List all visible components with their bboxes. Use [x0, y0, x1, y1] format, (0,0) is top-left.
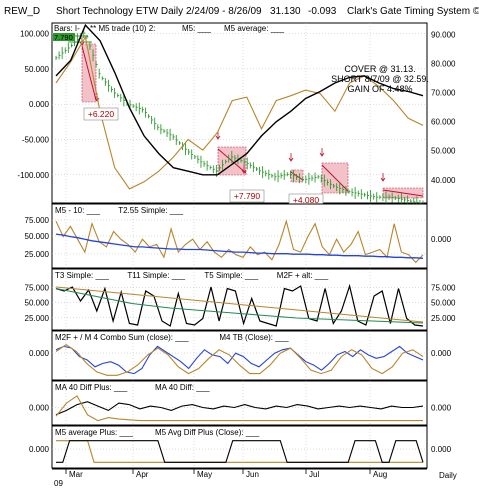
gain-label: +7.790 [234, 191, 261, 201]
trade-line-3 [321, 164, 349, 192]
panel4-frame [51, 330, 428, 381]
panel5-left-tick: 0.000 [29, 403, 50, 412]
panel6-series-0 [56, 440, 423, 463]
panel3-right-tick: 75.000 [431, 283, 456, 292]
result-gain-text: GAIN OF 4.48% [347, 84, 412, 94]
x-year-label: 09 [54, 479, 63, 488]
panel5-legend-1: MA 40 Diff: ___ [155, 383, 210, 392]
panel5-right-tick: 0.000 [431, 403, 452, 412]
top-value-label: 7.790 [54, 33, 73, 42]
panel6-legend-0: M5 average Plus: ___ [55, 428, 133, 437]
price-left-tick-label: -100.000 [17, 171, 49, 180]
price-right-tick-label: 50.000 [431, 147, 456, 156]
panel4-left-tick: 0.000 [29, 349, 50, 358]
panel3-right-tick: 50.000 [431, 299, 456, 308]
legend-m5-trade: ** M5 trade (10) 2: [90, 24, 155, 33]
panel3-series-2 [55, 287, 424, 324]
date-range: 2/24/09 - 8/26/09 [186, 6, 262, 17]
last-price: 31.130 [270, 6, 301, 17]
panel5-series-0 [55, 401, 424, 416]
panel3-left-tick: 50.000 [25, 299, 50, 308]
panel5-series-1 [55, 395, 423, 422]
price-right-tick-label: 90.000 [431, 31, 456, 40]
x-month-label: Mar [69, 470, 83, 479]
system-name: Clark's Gate Timing System © [347, 6, 479, 17]
x-month-label: Aug [373, 470, 387, 479]
x-month-label: Apr [136, 470, 149, 479]
panel6-left-tick: 0.000 [29, 445, 50, 454]
result-cover-text: COVER @ 31.13. [344, 64, 415, 74]
panel2-left-tick: 75.000 [25, 216, 50, 225]
panel2-right-tick: 0.000 [431, 235, 452, 244]
panel2-legend-1: T2.55 Simple: ___ [118, 206, 183, 215]
panel2-series-0 [55, 219, 424, 264]
panel6-frame [51, 425, 428, 469]
panel2-series-1 [55, 233, 424, 259]
panel4-legend-1: M4 TB (Close): ___ [219, 333, 289, 342]
panel4-series-0 [55, 345, 424, 375]
legend-bars: Bars: I- [54, 24, 80, 33]
panel6-legend-1: M5 Avg Diff Plus (Close): ___ [155, 428, 260, 437]
trade-line-4 [382, 189, 424, 197]
panel4-series-1 [55, 344, 424, 376]
legend-m5-average: M5 average: ___ [224, 24, 285, 33]
result-short-text: SHORT 8/7/09 @ 32.59. [331, 74, 429, 84]
panel2-legend-0: M5 - 10: ___ [55, 206, 100, 215]
x-month-label: Jul [309, 470, 319, 479]
x-month-label: Jun [246, 470, 259, 479]
chart-header: REW_D Short Technology ETW Daily 2/24/09… [0, 0, 479, 22]
panel3-left-tick: 25.000 [25, 314, 50, 323]
m5-line [55, 35, 424, 190]
panel3-legend-3: M2F + alt: ___ [277, 271, 329, 280]
panel4-legend-0: M2F + / M 4 Combo Sum (close): ___ [55, 333, 189, 342]
price-right-tick-label: 40.000 [431, 176, 456, 185]
panel3-right-tick: 25.000 [431, 314, 456, 323]
price-left-tick-label: 0.000 [29, 100, 50, 109]
gain-label: +4.080 [293, 195, 320, 205]
price-left-tick-label: 50.000 [25, 65, 50, 74]
legend-m5: M5: ___ [182, 24, 211, 33]
panel3-series-0 [55, 283, 424, 327]
panel6-series-1 [56, 440, 424, 463]
price-left-tick-label: 100.000 [20, 30, 49, 39]
trade-arrow-6 [380, 173, 386, 182]
panel6-right-tick: 0.000 [431, 445, 452, 454]
trade-arrow-4 [288, 153, 294, 162]
symbol-label: REW_D [4, 6, 41, 17]
m5-average-line [55, 23, 424, 176]
gain-label-box [83, 107, 119, 121]
panel3-legend-2: T5 Simple: ___ [204, 271, 258, 280]
panel3-series-1 [55, 286, 424, 323]
top-value-badge [53, 33, 75, 41]
trade-line-0 [81, 45, 97, 101]
price-right-tick-label: 70.000 [431, 89, 456, 98]
gain-label-box [229, 189, 265, 203]
price-left-tick-label: -50.000 [22, 135, 50, 144]
chart-title: Short Technology ETW Daily [56, 6, 184, 17]
panel5-frame [51, 380, 428, 426]
trade-arrow-5 [319, 148, 325, 157]
panel3-legend-1: T11 Simple: ___ [127, 271, 185, 280]
panel2-left-tick: 25.000 [25, 250, 50, 259]
price-right-tick-label: 80.000 [431, 60, 456, 69]
trade-arrow-3 [241, 165, 247, 174]
x-period-label: Daily [439, 471, 457, 480]
x-month-label: May [197, 470, 212, 479]
panel2-left-tick: 50.000 [25, 232, 50, 241]
panel3-legend-0: T3 Simple: ___ [55, 271, 109, 280]
panel3-left-tick: 75.000 [25, 283, 50, 292]
price-right-tick-label: 60.000 [431, 118, 456, 127]
gain-label: +6.220 [88, 109, 115, 119]
panel5-legend-0: MA 40 Diff Plus: ___ [55, 383, 128, 392]
price-change: -0.093 [308, 6, 337, 17]
panel4-right-tick: 0.000 [431, 349, 452, 358]
